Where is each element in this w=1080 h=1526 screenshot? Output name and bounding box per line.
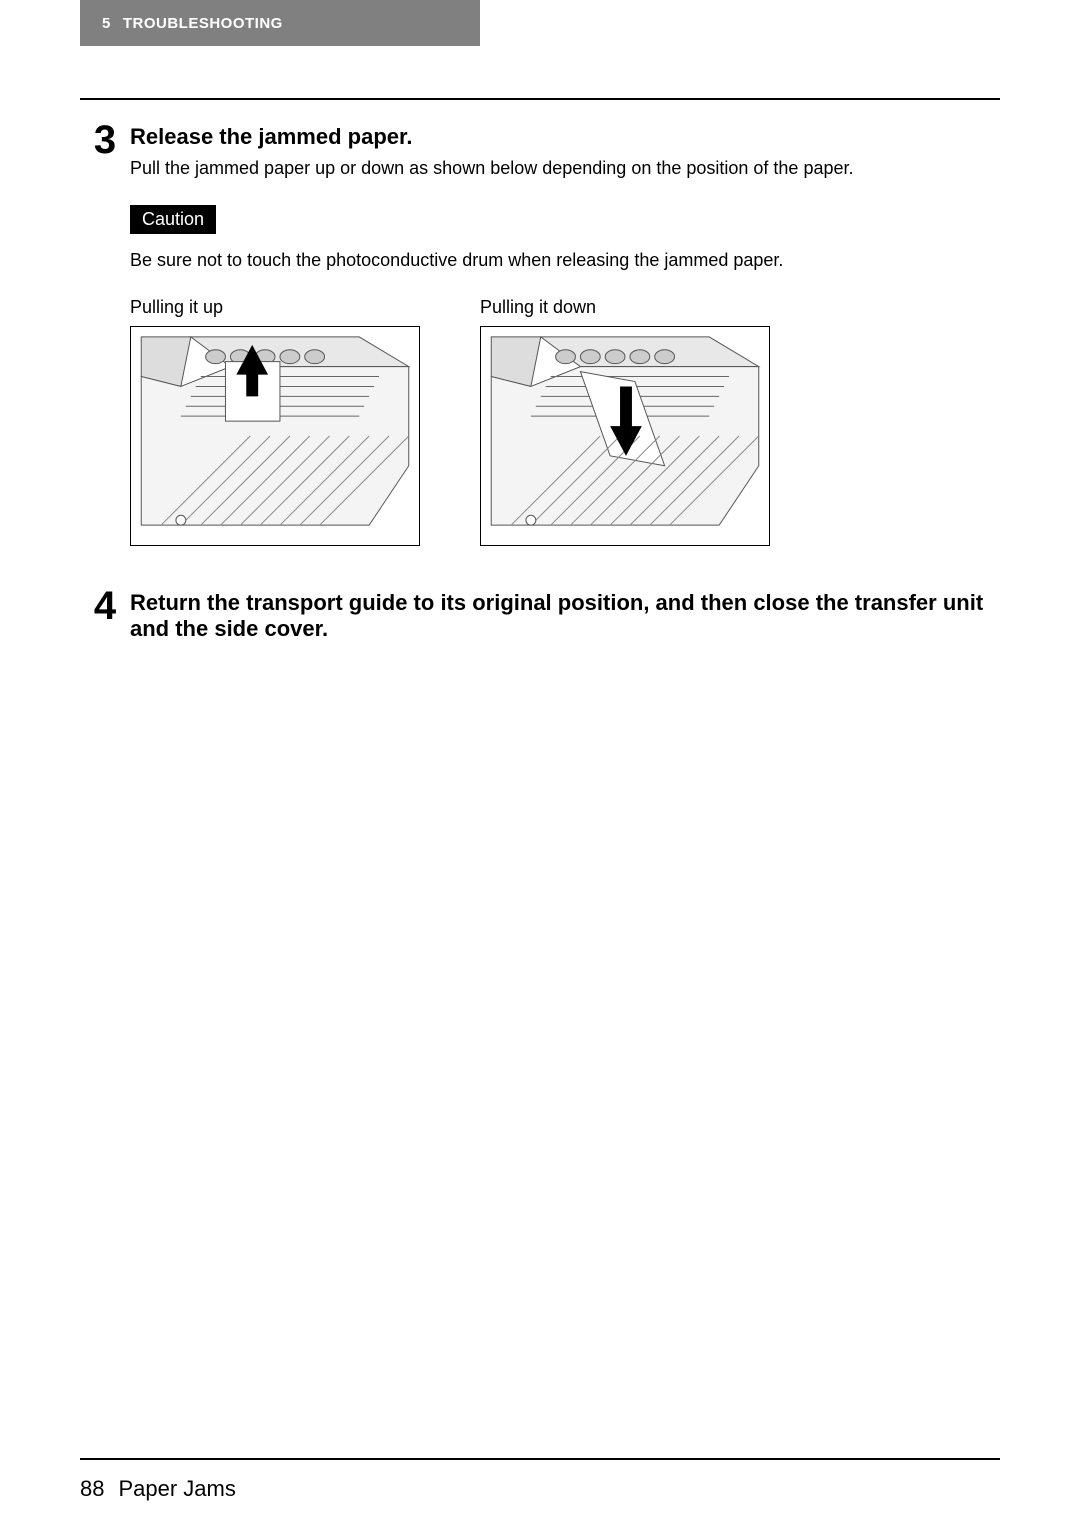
illustration-up: Pulling it up [130,297,420,546]
page-number: 88 [80,1476,104,1502]
printer-illustration-up-icon [131,327,419,545]
illustration-label: Pulling it down [480,297,770,318]
page-footer: 88 Paper Jams [80,1476,236,1502]
step-title: Release the jammed paper. [130,124,1000,150]
caution-label: Caution [130,205,216,234]
page-body: 3 Release the jammed paper. Pull the jam… [80,110,1000,1456]
step-3: 3 Release the jammed paper. Pull the jam… [80,120,1000,546]
step-body: Release the jammed paper. Pull the jamme… [130,120,1000,546]
step-body: Return the transport guide to its origin… [130,586,1000,648]
bottom-rule [80,1458,1000,1460]
chapter-number: 5 [102,15,111,32]
printer-illustration-down-icon [481,327,769,545]
caution-text: Be sure not to touch the photoconductive… [130,248,1000,273]
illustration-row: Pulling it up [130,297,1000,546]
step-number: 4 [80,586,130,648]
step-description: Pull the jammed paper up or down as show… [130,156,1000,181]
section-name: Paper Jams [118,1476,235,1502]
illustration-frame [480,326,770,546]
chapter-header: 5 TROUBLESHOOTING [80,0,480,46]
illustration-frame [130,326,420,546]
top-rule [80,98,1000,100]
chapter-title: TROUBLESHOOTING [123,15,283,32]
illustration-label: Pulling it up [130,297,420,318]
illustration-down: Pulling it down [480,297,770,546]
manual-page: 5 TROUBLESHOOTING 3 Release the jammed p… [0,0,1080,1526]
step-number: 3 [80,120,130,546]
step-4: 4 Return the transport guide to its orig… [80,586,1000,648]
step-title: Return the transport guide to its origin… [130,590,1000,642]
